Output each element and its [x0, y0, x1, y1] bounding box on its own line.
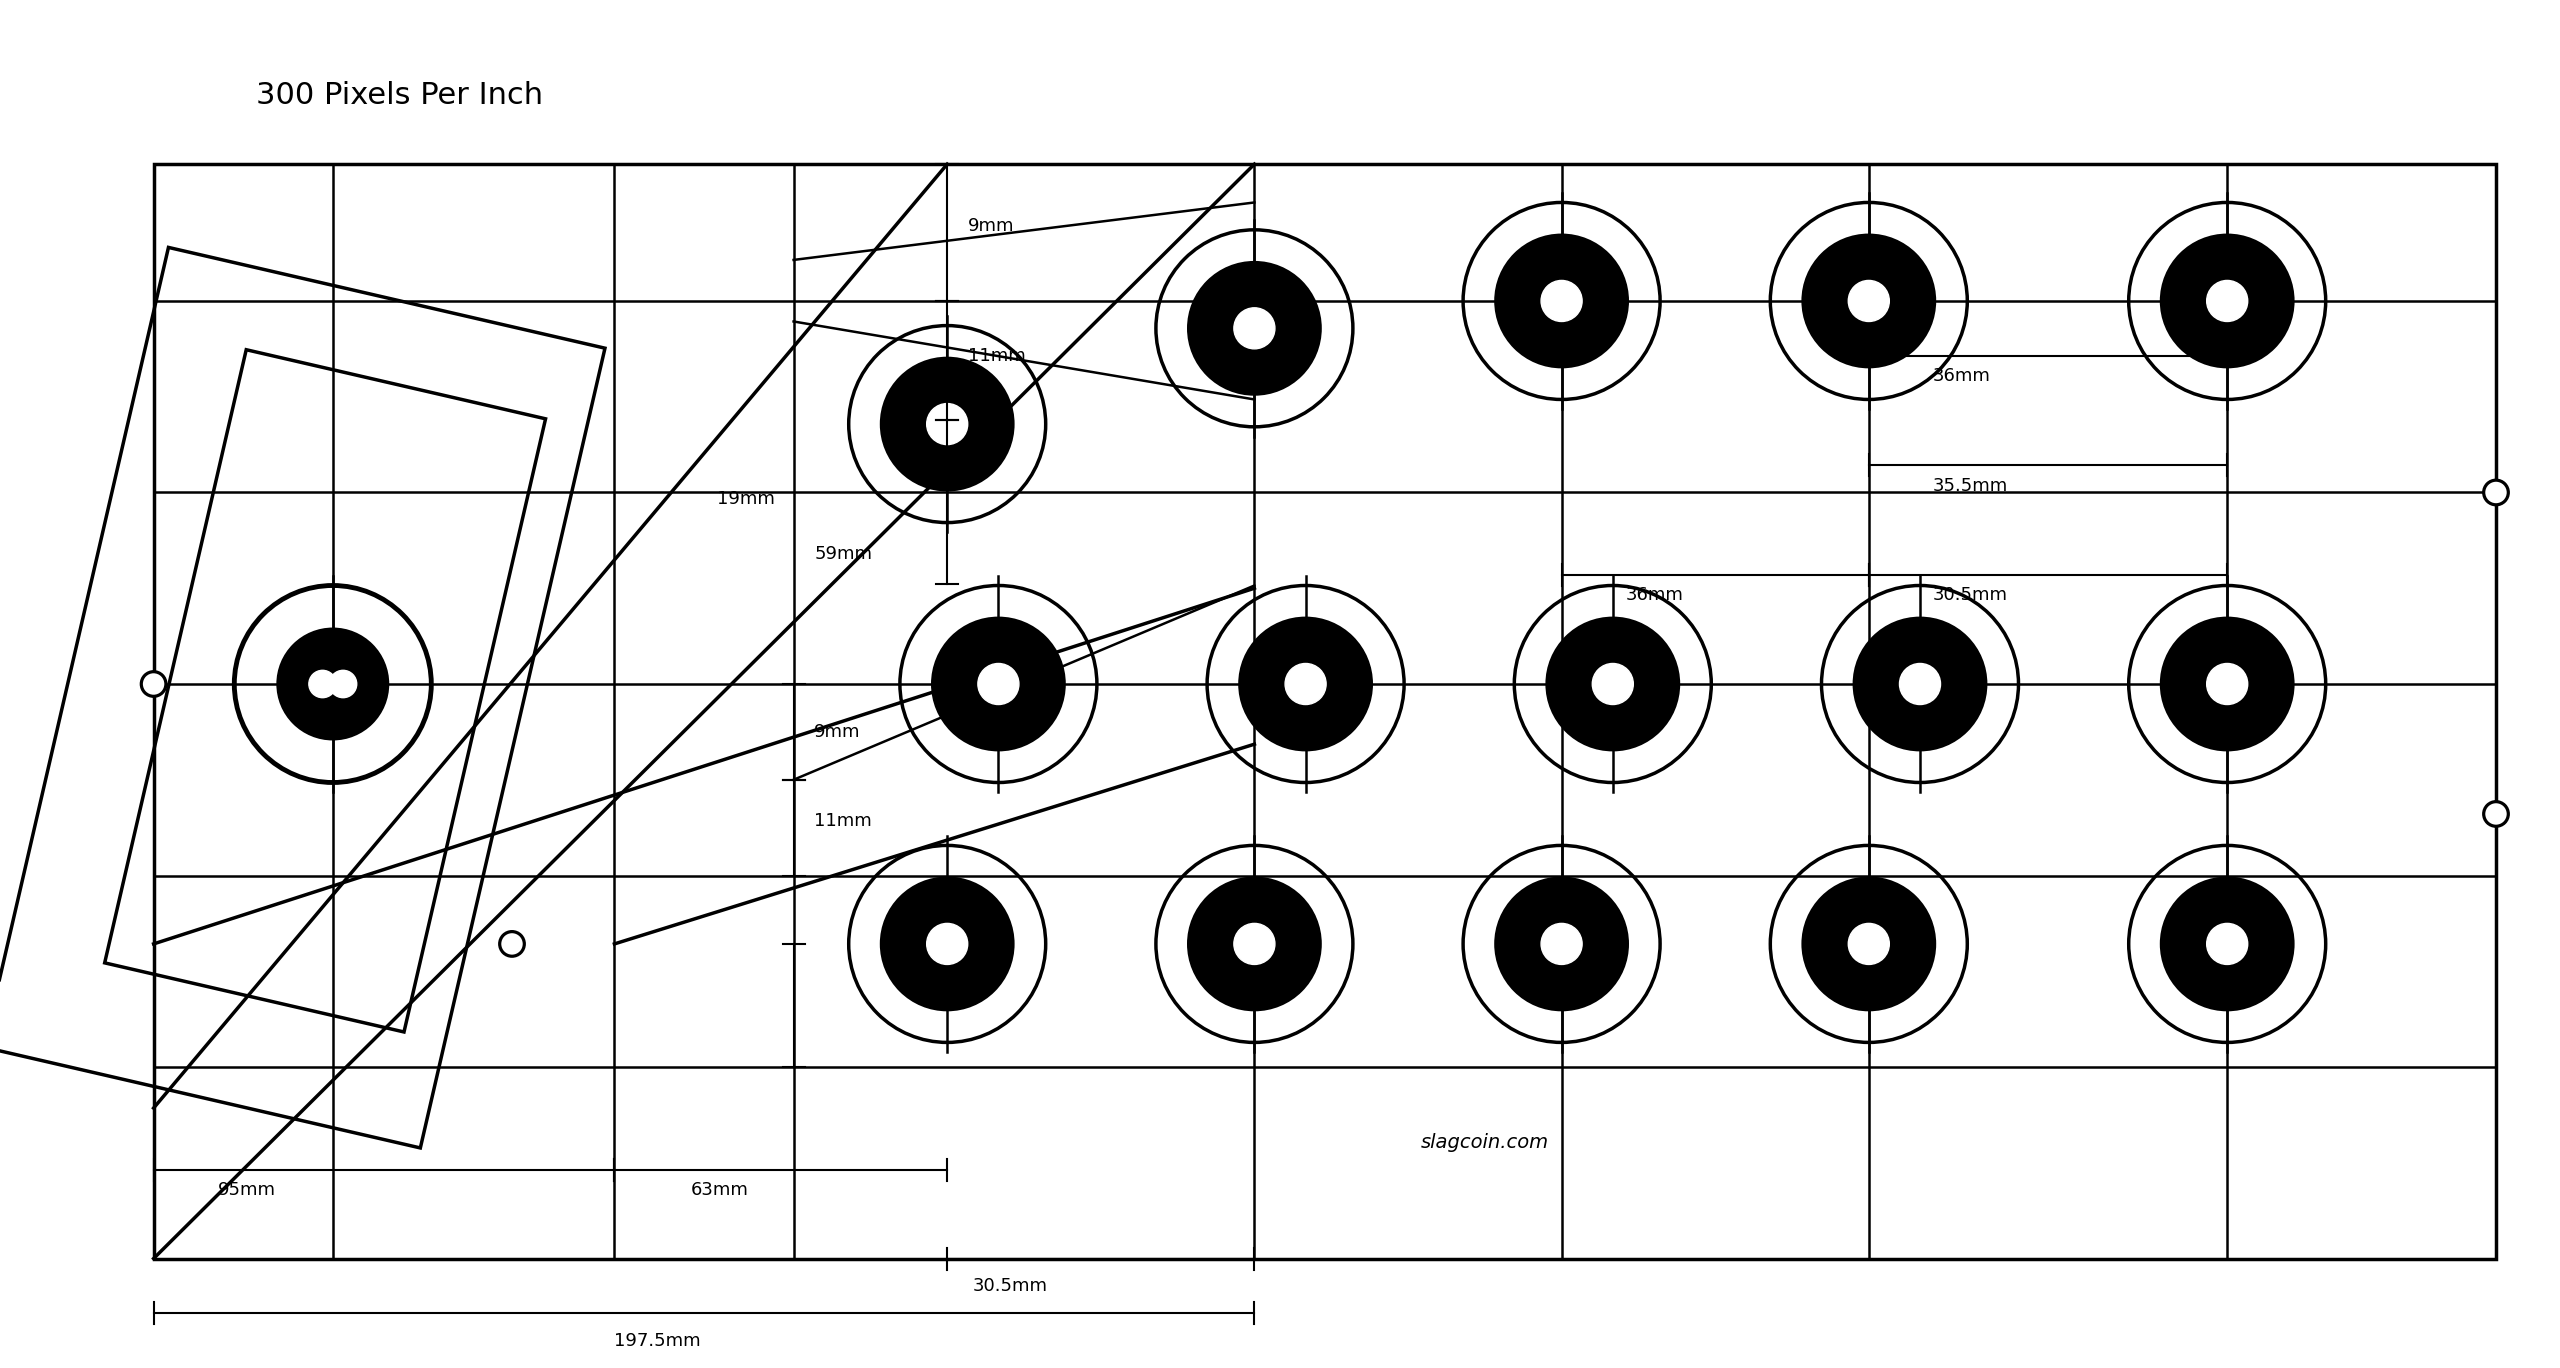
Text: 300 Pixels Per Inch: 300 Pixels Per Inch [256, 81, 543, 111]
Circle shape [1541, 923, 1582, 964]
Circle shape [881, 358, 1014, 490]
Circle shape [310, 670, 335, 698]
Circle shape [141, 672, 166, 696]
Circle shape [1495, 235, 1628, 367]
Text: 35.5mm: 35.5mm [1933, 476, 2007, 495]
Text: 30.5mm: 30.5mm [973, 1276, 1047, 1295]
Circle shape [1802, 235, 1935, 367]
Circle shape [279, 629, 387, 739]
Text: 19mm: 19mm [717, 490, 776, 509]
Circle shape [1853, 618, 1987, 750]
Text: 36mm: 36mm [1933, 367, 1992, 386]
Circle shape [1848, 923, 1889, 964]
Circle shape [2161, 878, 2294, 1010]
Circle shape [1188, 878, 1321, 1010]
Circle shape [881, 878, 1014, 1010]
Circle shape [932, 618, 1065, 750]
Circle shape [2483, 480, 2509, 505]
Circle shape [1900, 663, 1940, 705]
Text: 9mm: 9mm [968, 216, 1014, 235]
Circle shape [1546, 618, 1679, 750]
Text: 59mm: 59mm [814, 544, 873, 564]
Text: 36mm: 36mm [1626, 586, 1684, 605]
Text: 197.5mm: 197.5mm [614, 1331, 701, 1350]
Circle shape [2161, 235, 2294, 367]
Text: 9mm: 9mm [814, 722, 860, 741]
Text: 11mm: 11mm [814, 811, 873, 830]
Text: 11mm: 11mm [968, 346, 1027, 365]
Circle shape [499, 932, 525, 956]
Circle shape [1802, 878, 1935, 1010]
Text: slagcoin.com: slagcoin.com [1421, 1133, 1549, 1152]
Circle shape [1541, 280, 1582, 321]
Circle shape [1285, 663, 1326, 705]
Circle shape [2207, 280, 2248, 321]
Circle shape [2207, 663, 2248, 705]
Circle shape [978, 663, 1019, 705]
Text: 30.5mm: 30.5mm [1933, 586, 2007, 605]
Circle shape [1234, 308, 1275, 349]
Circle shape [2207, 923, 2248, 964]
Circle shape [1495, 878, 1628, 1010]
Circle shape [1188, 263, 1321, 394]
Circle shape [1592, 663, 1633, 705]
Circle shape [1234, 923, 1275, 964]
Circle shape [1848, 280, 1889, 321]
Bar [154, 164, 2496, 1259]
Text: 95mm: 95mm [218, 1181, 276, 1200]
Circle shape [927, 923, 968, 964]
Circle shape [2483, 802, 2509, 826]
Circle shape [1239, 618, 1372, 750]
Circle shape [2161, 618, 2294, 750]
Circle shape [330, 670, 356, 698]
Circle shape [927, 404, 968, 445]
Text: 63mm: 63mm [691, 1181, 750, 1200]
